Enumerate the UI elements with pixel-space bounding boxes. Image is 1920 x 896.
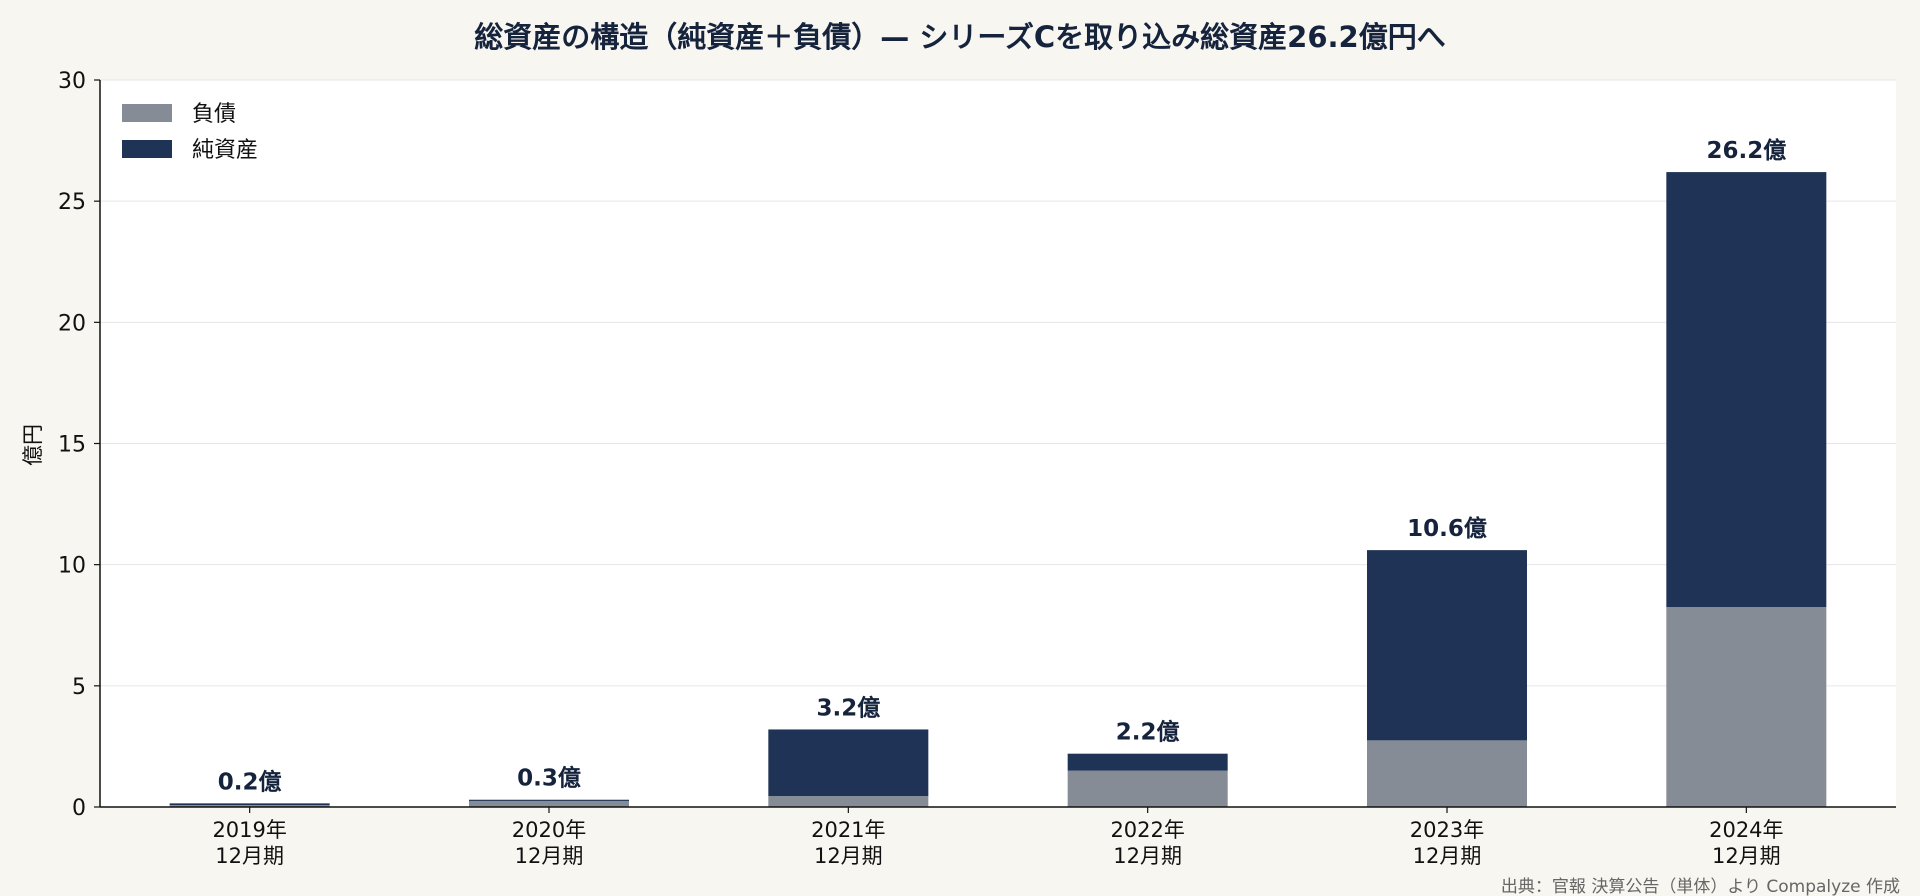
bar-segment	[1067, 753, 1228, 771]
y-tick-label: 15	[58, 433, 86, 458]
bar-segment	[768, 796, 929, 807]
bar-segment	[1666, 172, 1827, 608]
bar-segment	[1367, 740, 1527, 807]
total-label: 26.2億	[1706, 137, 1786, 164]
y-tick-label: 30	[58, 69, 86, 94]
bars	[169, 172, 1827, 807]
total-label: 0.2億	[218, 768, 282, 795]
bar-segment	[768, 729, 929, 797]
x-tick-label: 2021年	[811, 818, 885, 842]
source-note: 出典：官報 決算公告（単体）より Compalyze 作成	[1501, 877, 1900, 896]
bar-segment	[1067, 770, 1228, 807]
x-tick-label: 12月期	[215, 844, 284, 868]
y-tick-label: 0	[72, 796, 86, 821]
bar-segment	[1666, 607, 1827, 807]
y-tick-label: 25	[58, 190, 86, 215]
x-tick-label: 12月期	[1413, 844, 1482, 868]
legend-swatch	[122, 140, 172, 158]
x-tick-label: 12月期	[1712, 844, 1781, 868]
bar-segment	[169, 803, 330, 806]
x-tick-label: 2020年	[512, 818, 586, 842]
total-label: 3.2億	[816, 694, 880, 721]
y-tick-label: 10	[58, 554, 86, 579]
bar-segment	[469, 800, 629, 807]
bar-segment	[469, 799, 629, 801]
total-label: 0.3億	[517, 765, 581, 792]
x-tick-label: 2023年	[1410, 818, 1484, 842]
x-tick-label: 2024年	[1709, 818, 1783, 842]
x-tick-label: 12月期	[1113, 844, 1182, 868]
x-tick-label: 12月期	[814, 844, 883, 868]
bar-segment	[169, 805, 330, 807]
y-axis-label: 億円	[21, 424, 45, 466]
bar-segment	[1367, 550, 1527, 741]
x-tick-label: 2022年	[1110, 818, 1184, 842]
total-label: 10.6億	[1407, 515, 1487, 542]
total-label: 2.2億	[1116, 719, 1180, 746]
gridlines	[100, 79, 1896, 687]
chart-title: 総資産の構造（純資産＋負債）— シリーズCを取り込み総資産26.2億円へ	[474, 20, 1445, 54]
y-tick-label: 20	[58, 311, 86, 336]
x-tick-label: 12月期	[515, 844, 584, 868]
y-tick-label: 5	[72, 675, 86, 700]
x-tick-labels: 2019年12月期2020年12月期2021年12月期2022年12月期2023…	[212, 807, 1784, 868]
legend-swatch	[122, 104, 172, 122]
total-labels: 0.2億 0.3億 3.2億 2.2億 10.6億 26.2億	[218, 137, 1786, 795]
x-tick-label: 2019年	[212, 818, 286, 842]
legend-label: 純資産	[192, 138, 258, 163]
y-tick-labels: 0 5 10 15 20 25 30	[58, 69, 100, 821]
legend-label: 負債	[192, 102, 236, 127]
